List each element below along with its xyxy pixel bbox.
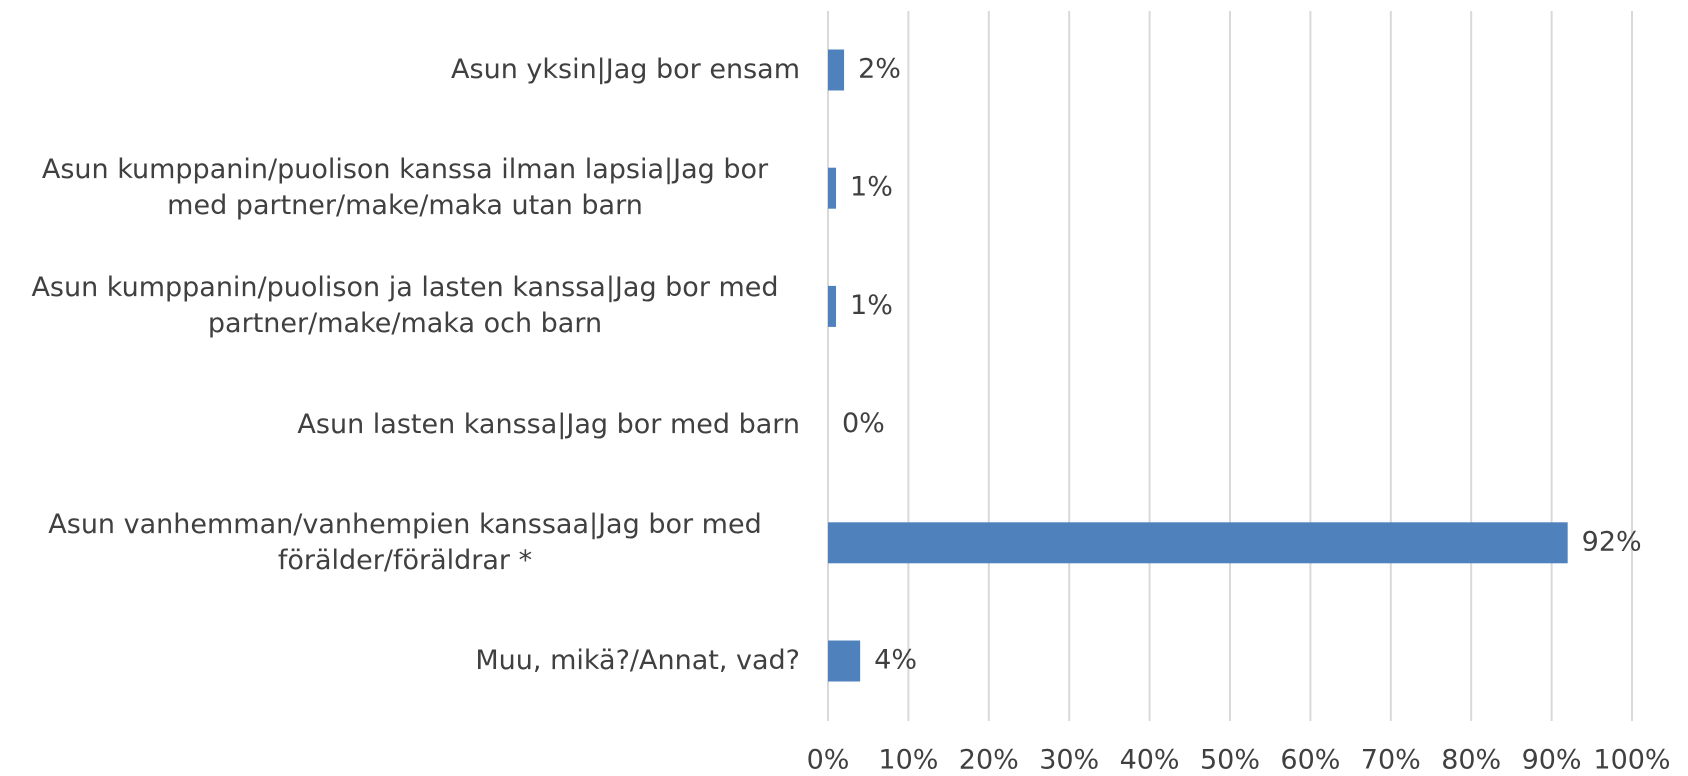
bar [828, 168, 836, 209]
bar [828, 641, 860, 682]
x-tick-label: 30% [1039, 745, 1099, 776]
plot: 0% 10% 20% 30% 40% 50% 60% 70% 80% 90% 100% 2% 1% 1% 0… [0, 0, 1688, 776]
bar [828, 522, 1568, 563]
x-tick-label: 50% [1200, 745, 1260, 776]
chart: 0% 10% 20% 30% 40% 50% 60% 70% 80% 90% 100% 2% 1% 1% 0… [0, 0, 1688, 776]
x-tick-label: 20% [959, 745, 1019, 776]
category-label: Asun lasten kanssa|Jag bor med barn [297, 407, 800, 443]
x-tick-label: 60% [1280, 745, 1340, 776]
x-tick-label: 40% [1120, 745, 1180, 776]
category-label: Asun kumppanin/puolison kanssa ilman lap… [10, 152, 800, 224]
data-label: 1% [850, 172, 893, 203]
data-label: 0% [842, 408, 885, 439]
category-label: Muu, mikä?/Annat, vad? [475, 643, 800, 679]
category-label: Asun yksin|Jag bor ensam [451, 52, 800, 88]
category-label: Asun vanhemman/vanhempien kanssaa|Jag bo… [10, 507, 800, 579]
category-label: Asun kumppanin/puolison ja lasten kanssa… [10, 270, 800, 342]
x-tick-label: 80% [1441, 745, 1501, 776]
x-tick-label: 100% [1593, 745, 1670, 776]
data-label: 4% [874, 645, 917, 676]
x-tick-label: 90% [1522, 745, 1582, 776]
bar [828, 286, 836, 327]
data-label: 1% [850, 290, 893, 321]
bar [828, 50, 844, 91]
data-label: 2% [858, 54, 901, 85]
x-tick-label: 0% [807, 745, 850, 776]
x-tick-label: 70% [1361, 745, 1421, 776]
data-label: 92% [1582, 526, 1642, 557]
x-tick-label: 10% [878, 745, 938, 776]
